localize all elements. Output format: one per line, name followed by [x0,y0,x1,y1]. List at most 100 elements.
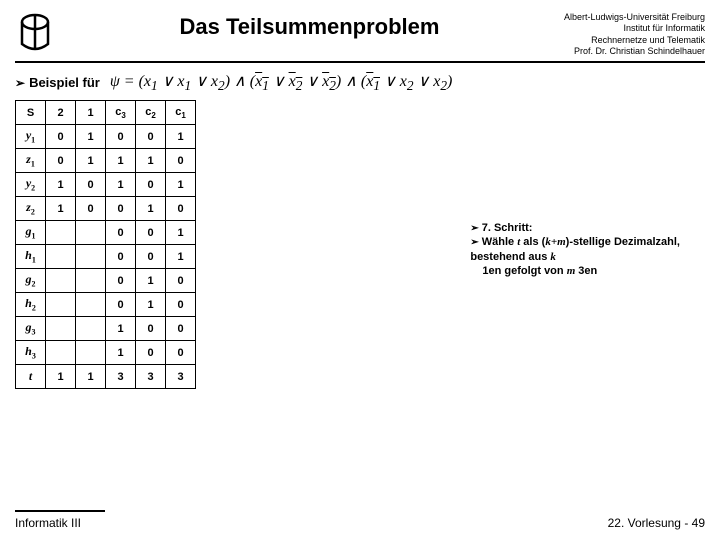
table-row: g2 010 [16,269,196,293]
row-label: z1 [16,149,46,173]
table-cell: 3 [106,365,136,389]
table-cell: 1 [46,197,76,221]
table-row: g3100 [16,317,196,341]
step-line-2: ➢Wähle t als (k+m)-stellige Dezimalzahl,… [470,235,705,264]
table-cell: 0 [106,293,136,317]
formula: ψ = (x1 ∨ x1 ∨ x2) ∧ (x1 ∨ x2 ∨ x2) ∧ (x… [110,71,452,94]
table-cell: 1 [106,317,136,341]
table-row: y210101 [16,173,196,197]
row-label: y2 [16,173,46,197]
bullet-icon: ➢ [15,76,25,90]
table-cell: 1 [76,149,106,173]
table-cell: 1 [136,293,166,317]
table-cell: 1 [76,125,106,149]
table-cell: 0 [136,125,166,149]
col-S: S [16,101,46,125]
row-label: z2 [16,197,46,221]
table-cell: 1 [106,341,136,365]
row-label: y1 [16,125,46,149]
table-cell [76,341,106,365]
table-cell: 1 [46,365,76,389]
example-row: ➢ Beispiel für ψ = (x1 ∨ x1 ∨ x2) ∧ (x1 … [15,71,452,94]
page-title: Das Teilsummenproblem [179,14,439,39]
data-table: S 2 1 c3 c2 c1 y101001z101110y210101z210… [15,100,196,389]
table-cell: 0 [166,341,196,365]
divider-bottom [15,510,105,512]
table-cell: 0 [166,149,196,173]
table-cell: 0 [106,269,136,293]
table-cell: 1 [166,221,196,245]
table-cell: 0 [136,341,166,365]
table-cell [76,245,106,269]
table-row: y101001 [16,125,196,149]
table-cell: 1 [136,197,166,221]
footer-row: Informatik III 22. Vorlesung - 49 [15,516,705,530]
table-cell: 1 [166,173,196,197]
row-label: h3 [16,341,46,365]
col-2: 2 [46,101,76,125]
row-label: h1 [16,245,46,269]
table-cell: 0 [136,317,166,341]
table-cell [46,221,76,245]
footer-left: Informatik III [15,516,81,530]
row-label: h2 [16,293,46,317]
table-cell: 0 [106,125,136,149]
table-cell: 1 [136,269,166,293]
table-row: h3100 [16,341,196,365]
table-cell: 0 [136,245,166,269]
table-cell: 3 [136,365,166,389]
col-c2: c2 [136,101,166,125]
table-cell: 1 [106,149,136,173]
step-line-3: 1en gefolgt von m 3en [470,264,705,278]
table-row: z101110 [16,149,196,173]
psi: ψ [110,73,120,90]
table-cell [46,269,76,293]
right-column: ➢7. Schritt: ➢Wähle t als (k+m)-stellige… [470,221,705,278]
table-cell: 0 [46,125,76,149]
table-row: t11333 [16,365,196,389]
left-column: ➢ Beispiel für ψ = (x1 ∨ x1 ∨ x2) ∧ (x1 … [15,71,452,389]
table-row: h1001 [16,245,196,269]
table-cell: 0 [106,221,136,245]
eq: = [120,73,139,90]
table-cell [76,293,106,317]
row-label: t [16,365,46,389]
table-cell: 1 [136,149,166,173]
affiliation-text: Albert-Ludwigs-Universität Freiburg Inst… [564,10,705,57]
header: Das Teilsummenproblem Albert-Ludwigs-Uni… [0,0,720,57]
row-label: g1 [16,221,46,245]
table-cell [46,317,76,341]
col-c3: c3 [106,101,136,125]
title-container: Das Teilsummenproblem [55,10,564,40]
table-cell [76,317,106,341]
table-cell: 1 [166,245,196,269]
table-cell: 0 [106,245,136,269]
table-row: g1001 [16,221,196,245]
table-body: y101001z101110y210101z210010g1001h1001g2… [16,125,196,389]
row-label: g2 [16,269,46,293]
table-cell: 1 [76,365,106,389]
example-label: Beispiel für [29,75,100,90]
table-cell: 0 [166,269,196,293]
table-cell: 1 [46,173,76,197]
step-line-1: ➢7. Schritt: [470,221,705,235]
table-row: h2 010 [16,293,196,317]
table-cell: 0 [46,149,76,173]
table-cell: 1 [106,173,136,197]
table-cell: 0 [166,293,196,317]
table-cell: 0 [76,173,106,197]
table-cell: 3 [166,365,196,389]
footer: Informatik III 22. Vorlesung - 49 [15,510,705,530]
university-logo-icon [15,10,55,52]
table-cell: 1 [166,125,196,149]
table-cell: 0 [106,197,136,221]
content: ➢ Beispiel für ψ = (x1 ∨ x1 ∨ x2) ∧ (x1 … [0,63,720,389]
row-label: g3 [16,317,46,341]
table-cell: 0 [166,317,196,341]
table-cell: 0 [76,197,106,221]
table-cell: 0 [166,197,196,221]
table-cell [76,269,106,293]
table-cell [76,221,106,245]
table-cell: 0 [136,173,166,197]
table-row: z210010 [16,197,196,221]
